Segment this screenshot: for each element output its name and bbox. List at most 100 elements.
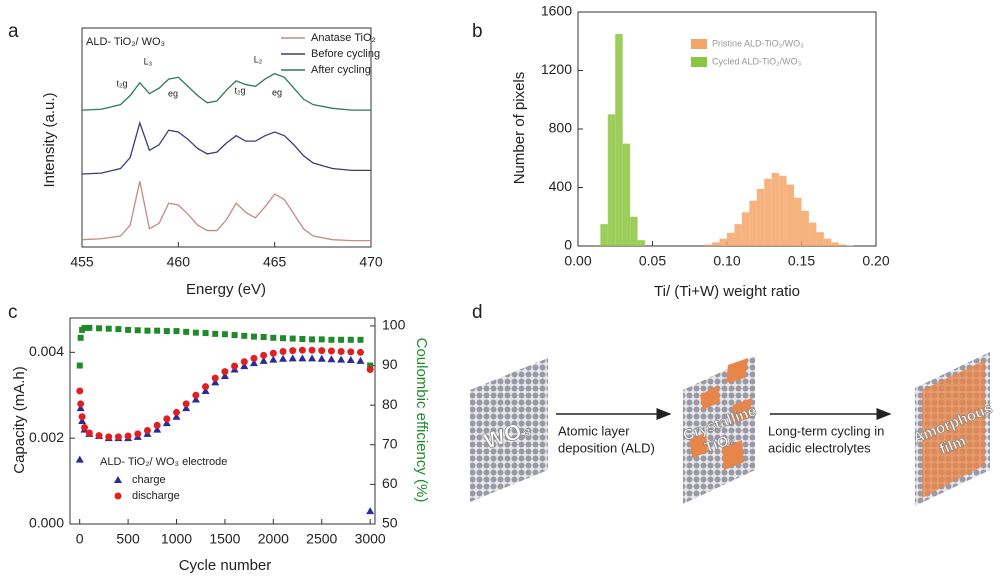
legend-label: charge bbox=[132, 474, 166, 486]
y-tick-label: 0.004 bbox=[29, 343, 64, 359]
x-axis-label: Energy (eV) bbox=[186, 281, 266, 298]
data-point bbox=[182, 404, 191, 412]
data-point bbox=[308, 346, 316, 354]
histogram-bar bbox=[838, 244, 847, 246]
data-point bbox=[172, 412, 181, 420]
plot-frame bbox=[81, 27, 372, 248]
data-point bbox=[114, 433, 122, 441]
y2-tick-label: 100 bbox=[382, 317, 406, 333]
data-point bbox=[366, 366, 374, 373]
data-point bbox=[298, 354, 307, 362]
data-point bbox=[240, 358, 248, 366]
data-point bbox=[260, 351, 268, 359]
data-point bbox=[240, 362, 249, 370]
data-point bbox=[202, 383, 210, 391]
histogram-bar bbox=[786, 184, 795, 246]
x-axis-label: Ti/ (Ti+W) weight ratio bbox=[654, 283, 800, 300]
data-point bbox=[279, 347, 287, 355]
data-point bbox=[115, 326, 122, 333]
data-point bbox=[77, 334, 84, 341]
panel-label: a bbox=[8, 21, 19, 42]
data-point bbox=[357, 336, 364, 343]
data-point bbox=[250, 333, 257, 340]
histogram-bar bbox=[816, 232, 824, 246]
histogram-bar bbox=[823, 238, 832, 246]
data-point bbox=[356, 348, 364, 356]
peak-annotation: t₂g bbox=[235, 85, 246, 95]
histogram-bar bbox=[630, 216, 638, 246]
data-point bbox=[124, 432, 132, 440]
legend-label: After cycling bbox=[311, 64, 371, 76]
data-point bbox=[154, 327, 161, 334]
data-point bbox=[318, 336, 325, 343]
data-point bbox=[153, 421, 161, 429]
data-point bbox=[347, 336, 354, 343]
x-tick-label: 465 bbox=[263, 254, 287, 270]
y-tick-label: 0.002 bbox=[29, 429, 64, 445]
histogram-bar bbox=[600, 224, 608, 246]
y2-tick-label: 80 bbox=[382, 396, 398, 412]
x-tick-label: 0.20 bbox=[862, 253, 889, 269]
data-point bbox=[76, 362, 83, 369]
y-tick-label: 0.000 bbox=[29, 515, 64, 531]
y-axis-label: Capacity (mA.h) bbox=[11, 366, 28, 474]
data-point bbox=[259, 356, 268, 364]
x-tick-label: 455 bbox=[70, 254, 94, 270]
y-axis-label: Intensity (a.u.) bbox=[41, 92, 58, 187]
data-point bbox=[173, 328, 180, 335]
data-point bbox=[211, 378, 220, 386]
x-tick-label: 1500 bbox=[209, 531, 240, 547]
data-point bbox=[231, 362, 239, 370]
step-label: Long-term cycling in bbox=[768, 423, 884, 438]
histogram-bar bbox=[712, 242, 720, 246]
x-tick-label: 460 bbox=[167, 254, 191, 270]
y-tick-label: 800 bbox=[549, 120, 573, 136]
chart-title: ALD- TiO₂/ WO₃ bbox=[86, 36, 165, 48]
histogram-bar bbox=[749, 200, 757, 246]
y2-axis-label: Coulombic efficiency (%) bbox=[413, 338, 430, 503]
data-point bbox=[367, 362, 374, 369]
data-point bbox=[289, 347, 297, 355]
y-tick-label: 1200 bbox=[541, 61, 572, 77]
data-point bbox=[96, 325, 103, 332]
crystalline-sheet bbox=[683, 356, 755, 504]
panel-label: d bbox=[472, 302, 483, 323]
data-point bbox=[202, 330, 209, 337]
tio2-crystal bbox=[722, 440, 744, 470]
data-point bbox=[318, 347, 326, 355]
data-point bbox=[95, 432, 103, 440]
tio2-crystal bbox=[690, 432, 708, 458]
data-point bbox=[163, 328, 170, 335]
data-point bbox=[85, 429, 93, 437]
spectrum-line bbox=[81, 120, 371, 175]
histogram-bar bbox=[741, 212, 750, 246]
histogram-bar bbox=[727, 232, 735, 246]
data-point bbox=[201, 386, 210, 394]
data-point bbox=[81, 324, 88, 331]
data-point bbox=[153, 425, 162, 433]
data-point bbox=[250, 354, 258, 362]
legend-label: discharge bbox=[132, 490, 180, 502]
data-point bbox=[78, 413, 86, 421]
data-point bbox=[192, 391, 200, 399]
legend-swatch bbox=[691, 39, 707, 49]
x-tick-label: 2500 bbox=[306, 531, 337, 547]
plot-frame bbox=[69, 317, 376, 525]
data-point bbox=[299, 335, 306, 342]
data-point bbox=[105, 325, 112, 332]
data-point bbox=[182, 400, 190, 408]
histogram-bar bbox=[734, 224, 742, 246]
legend-swatch bbox=[114, 476, 122, 483]
x-tick-label: 1000 bbox=[161, 531, 192, 547]
data-point bbox=[270, 334, 277, 341]
data-point bbox=[338, 336, 345, 343]
x-tick-label: 3000 bbox=[355, 531, 386, 547]
data-point bbox=[134, 327, 141, 334]
peak-annotation: eg bbox=[168, 88, 178, 98]
data-point bbox=[220, 371, 229, 379]
spectrum-line bbox=[81, 72, 371, 111]
x-tick-label: 0 bbox=[76, 531, 84, 547]
histogram-bar bbox=[622, 143, 631, 246]
histogram-bar bbox=[704, 244, 713, 246]
